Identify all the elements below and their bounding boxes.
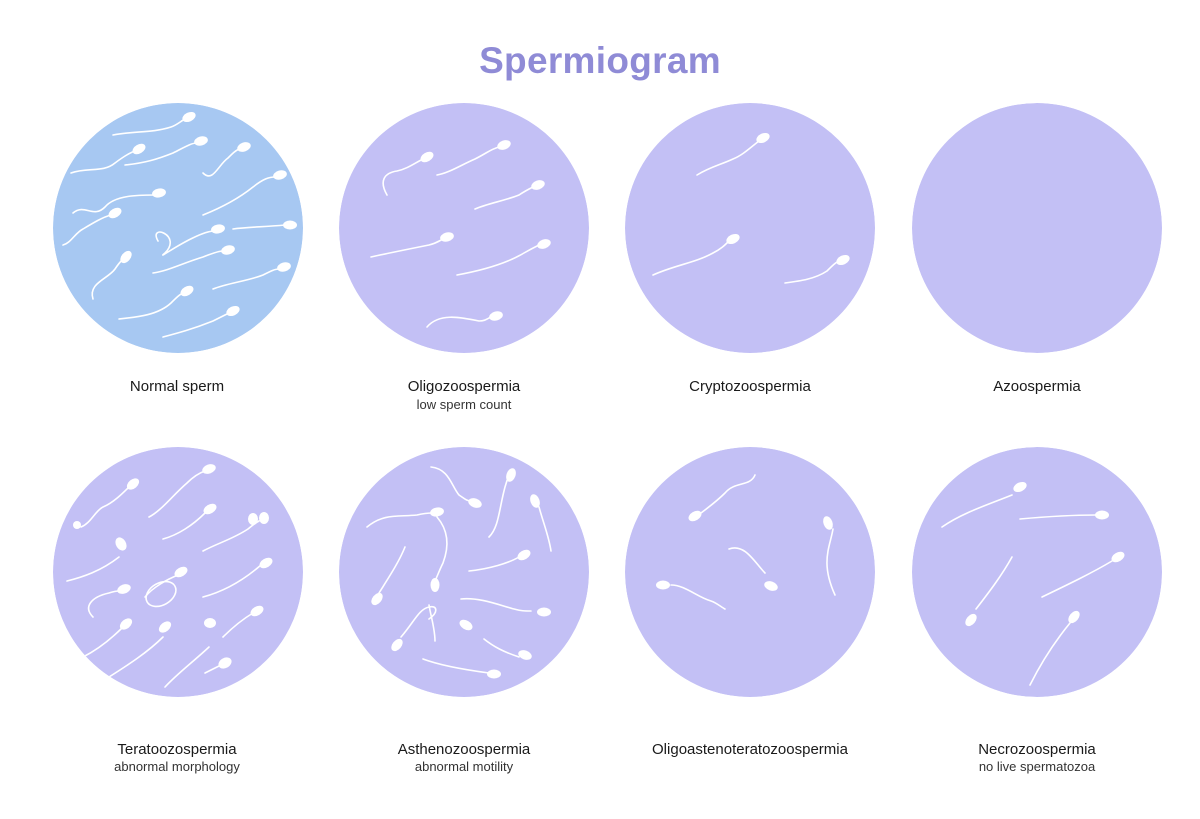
panel-label-oligoastenoteratozoospermia: Oligoastenoteratozoospermia [652, 741, 848, 758]
teratoozospermia-sample [53, 447, 303, 697]
asthenozoospermia-sample [339, 447, 589, 697]
panel-label-necrozoospermia: Necrozoospermia [978, 741, 1096, 758]
panel-label-normal-sperm: Normal sperm [129, 378, 225, 395]
panel-sublabel-asthenozoospermia: abnormal motility [414, 759, 514, 774]
azoospermia-sample [912, 103, 1162, 353]
panel-label-oligozoospermia: Oligozoospermia [407, 378, 521, 395]
panel-label-teratoozospermia: Teratoozospermia [117, 741, 237, 758]
panel-sublabel-necrozoospermia: no live spermatozoa [978, 759, 1096, 774]
normal-sperm-sample [53, 103, 303, 353]
oligozoospermia-sample [339, 103, 589, 353]
panel-label-azoospermia: Azoospermia [993, 378, 1081, 395]
panel-label-asthenozoospermia: Asthenozoospermia [397, 741, 531, 758]
panel-sublabel-teratoozospermia: abnormal morphology [114, 759, 240, 774]
oligoastenoteratozoospermia-sample [625, 447, 875, 697]
cryptozoospermia-sample [625, 103, 875, 353]
panel-label-cryptozoospermia: Cryptozoospermia [689, 378, 811, 395]
page-title: Spermiogram [479, 40, 721, 81]
panel-sublabel-oligozoospermia: low sperm count [416, 397, 512, 412]
necrozoospermia-sample [912, 447, 1162, 697]
